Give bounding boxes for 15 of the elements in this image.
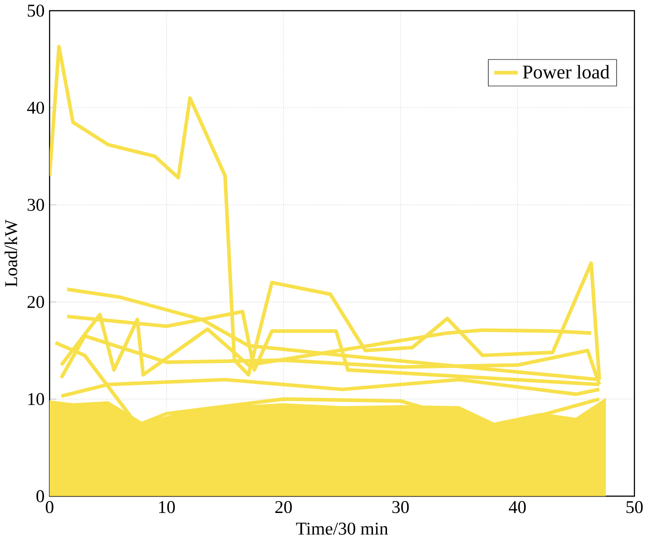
y-tick-label: 50 [28, 4, 44, 17]
y-tick-label: 10 [28, 392, 44, 405]
x-tick-label: 10 [159, 500, 175, 513]
x-axis-title: Time/30 min [296, 522, 388, 535]
x-tick-label: 40 [508, 500, 526, 513]
y-axis-title: Load/kW [4, 219, 18, 287]
x-tick-label: 50 [626, 500, 643, 513]
x-tick-label: 30 [392, 500, 409, 513]
x-tick-label: 20 [275, 500, 292, 513]
y-tick-label: 20 [28, 296, 44, 308]
x-tick-label: 0 [46, 500, 54, 513]
y-tick-label: 0 [36, 490, 44, 502]
y-tick-label: 40 [27, 102, 44, 114]
y-tick-label: 30 [28, 198, 44, 211]
legend-label: Power load [522, 64, 610, 78]
